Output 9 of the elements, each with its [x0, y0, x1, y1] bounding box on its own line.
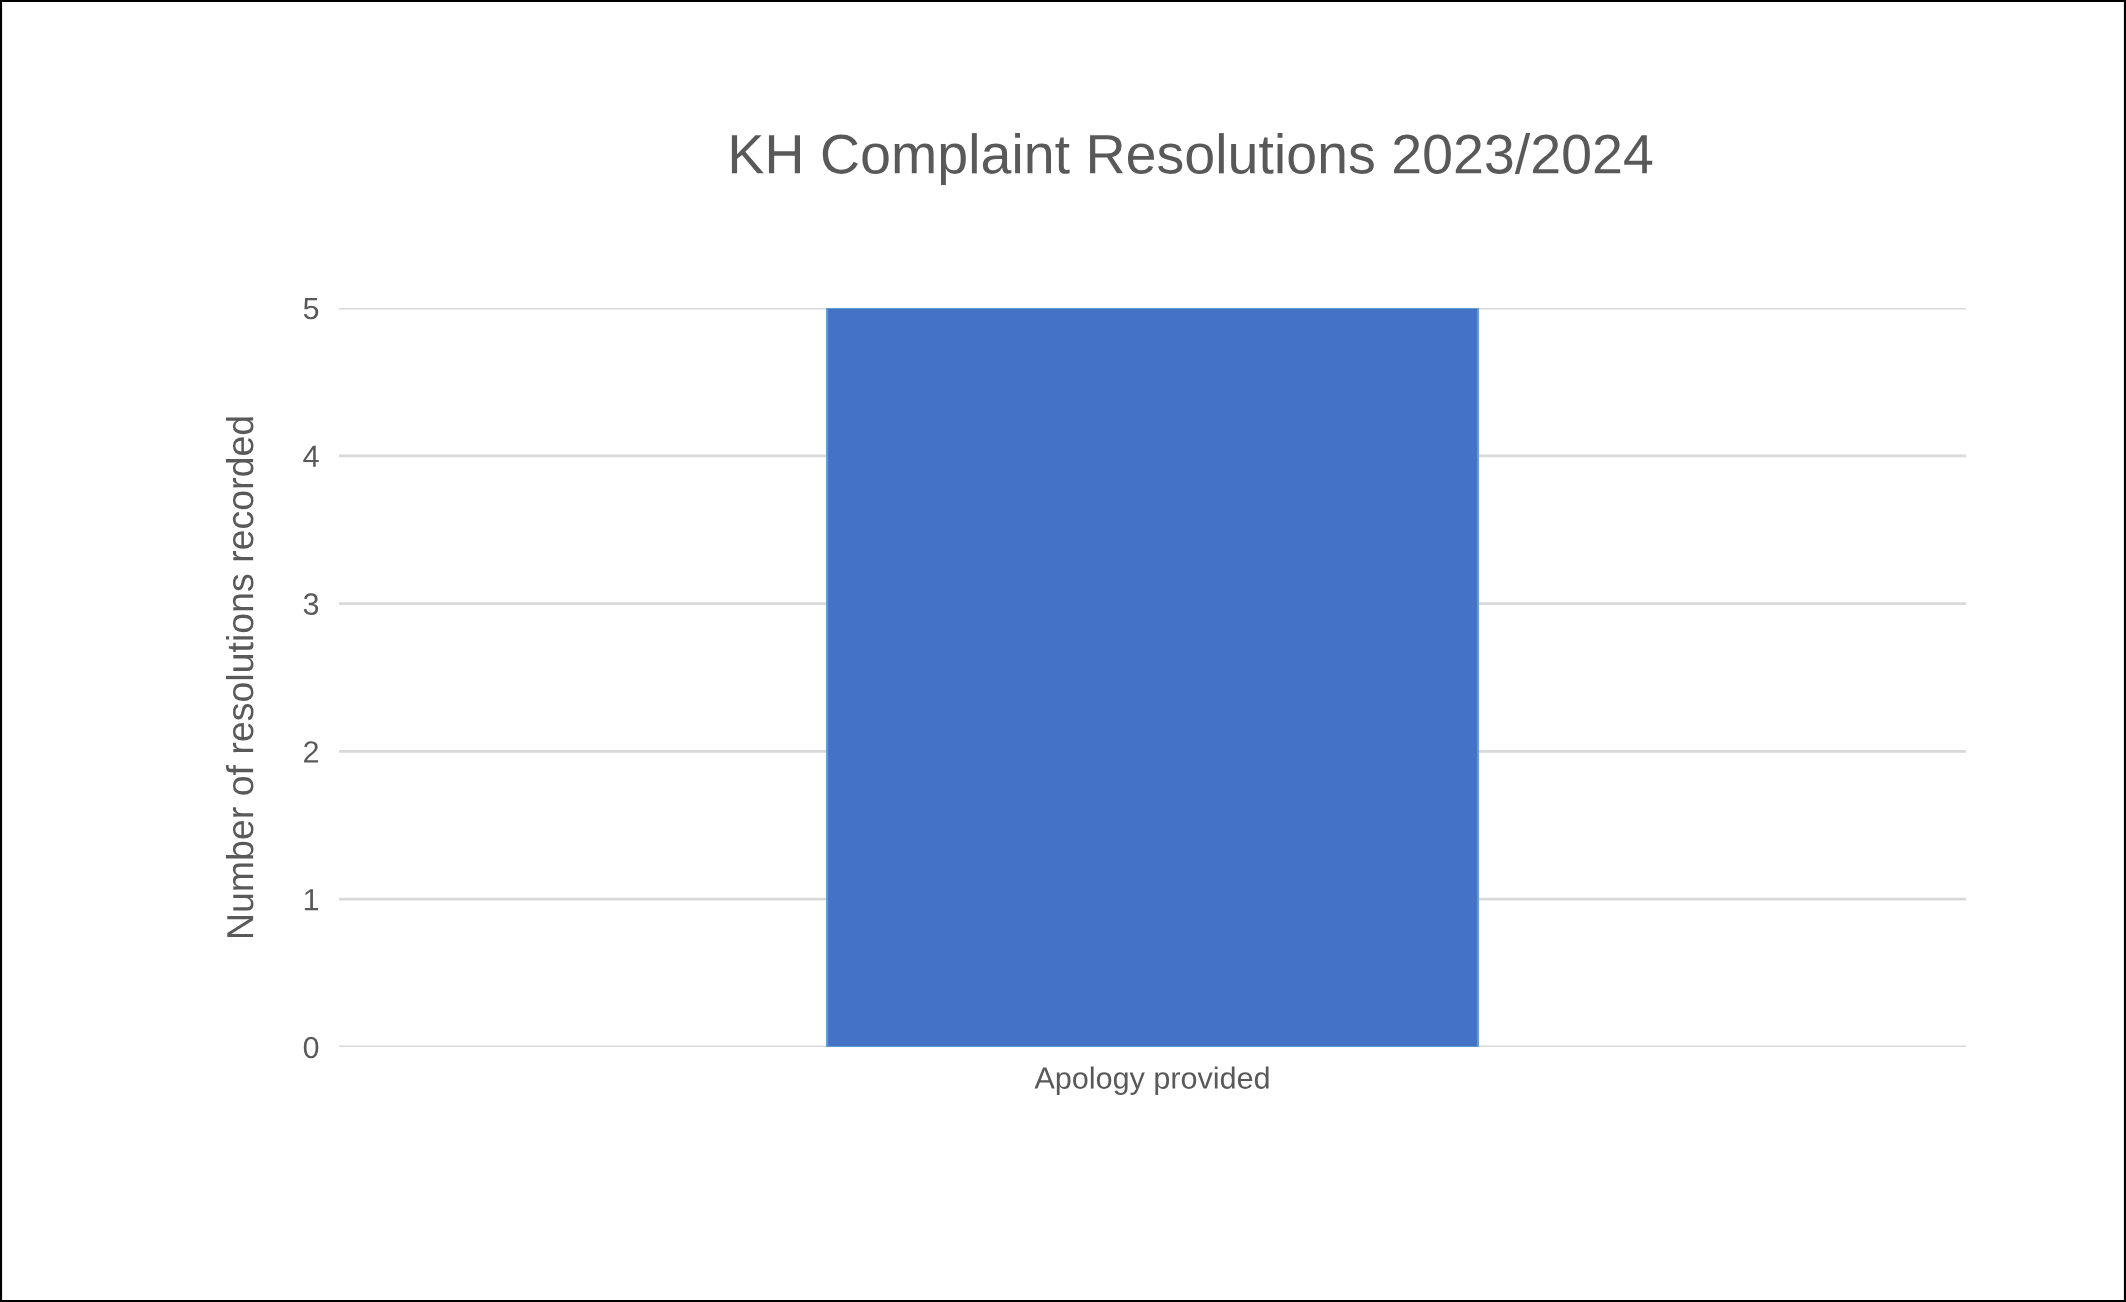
- x-tick-label: Apology provided: [1034, 1066, 1269, 1095]
- y-tick-label: 2: [304, 741, 319, 763]
- y-tick-label: 0: [303, 1036, 319, 1059]
- y-tick-label: 5: [303, 298, 319, 320]
- y-tick-label: 1: [304, 889, 319, 911]
- chart-title: KH Complaint Resolutions 2023/2024: [731, 133, 1653, 185]
- y-tick-label: 4: [303, 445, 319, 467]
- y-axis-title: Number of resolutions recorded: [225, 417, 254, 938]
- y-tick-label: 3: [303, 593, 319, 615]
